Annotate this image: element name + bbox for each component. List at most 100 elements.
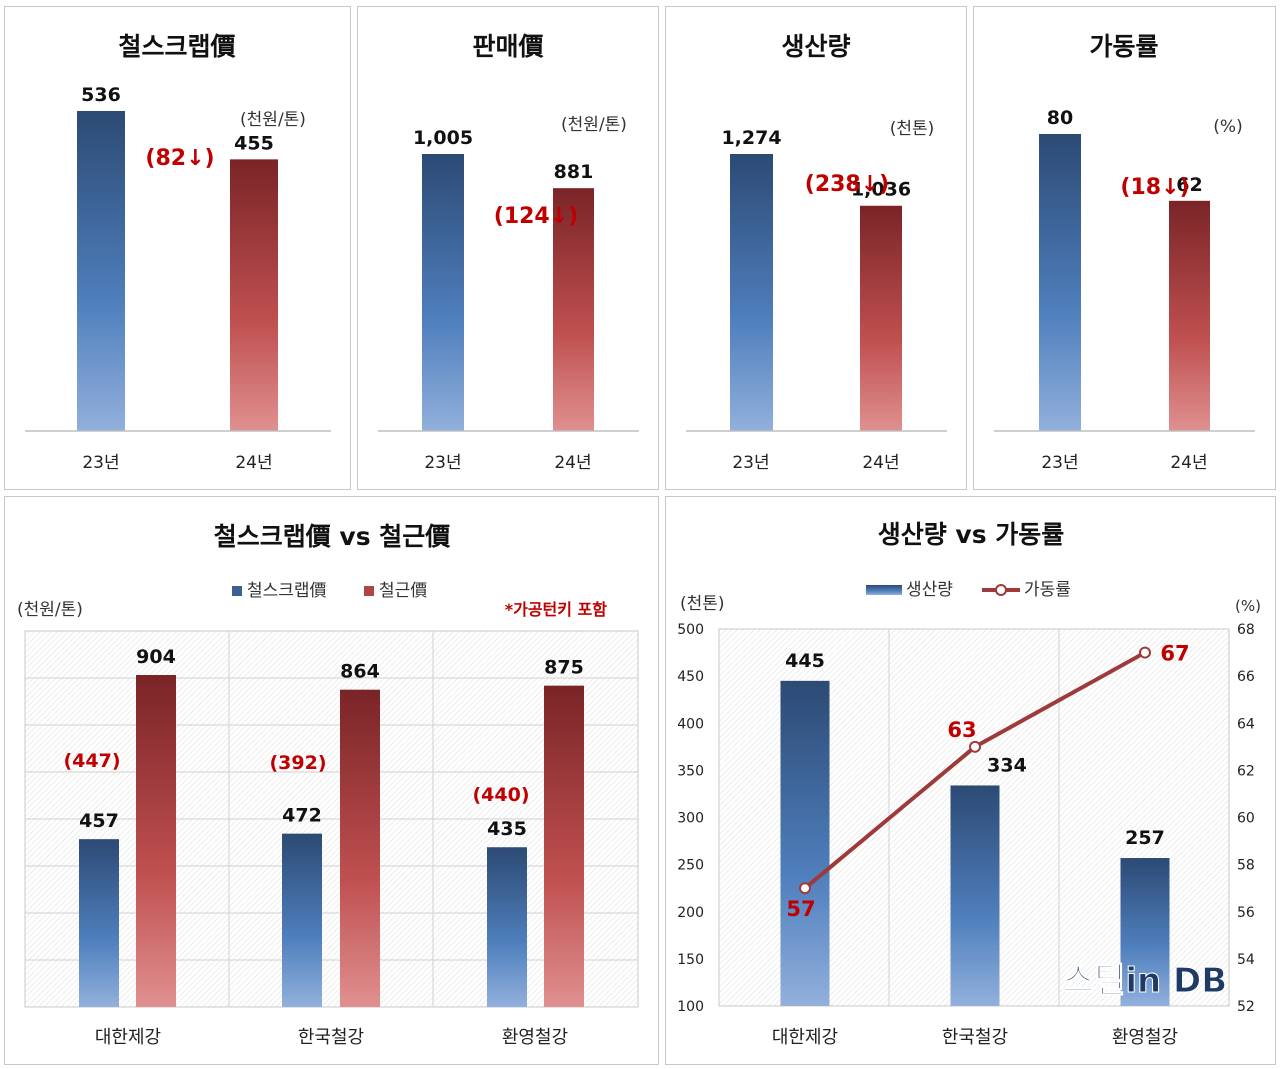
bar-value-label: 904 [136,646,176,668]
y2-tick-label: 66 [1237,669,1255,685]
category-label: 한국철강 [298,1027,364,1048]
y2-tick-label: 52 [1237,999,1255,1015]
bar-scrap-한국철강 [282,833,322,1007]
bar-production-대한제강 [780,680,830,1006]
change-label: (238↓) [805,172,889,197]
bar-rebar-대한제강 [136,675,176,1007]
diff-label: (392) [269,752,326,774]
chart-title: 철스크랩價 [118,32,236,61]
y-tick-label: 500 [677,622,704,638]
panel-utilization: 가동률 (%) 80 23년 62 24년 (18↓) [973,6,1276,490]
bar-value-label: 864 [340,661,380,683]
bar-rebar-한국철강 [340,689,380,1007]
category-label: 23년 [424,453,461,473]
y-axis-label: (천톤) [680,594,725,614]
chart-4: 철스크랩價 vs 철근價 철스크랩價 철근價 (천원/톤) *가공턴키 포함 457 904… [17,522,639,1048]
category-label: 23년 [1041,453,1078,473]
category-label: 한국철강 [942,1027,1008,1048]
y-tick-label: 150 [677,952,704,968]
bar-value-label: 445 [785,650,825,672]
bar-value-label: 257 [1125,827,1165,849]
chart-title: 가동률 [1089,32,1158,61]
category-label: 24년 [235,453,272,473]
bar-value-label: 62 [1176,174,1202,196]
chart-5: 생산량 vs 가동률 100 150 200 250 300 350 400 450 500 52 5… [677,520,1261,1048]
y2-tick-label: 62 [1237,763,1255,779]
watermark-logo: 스틸in DB [1063,961,1227,1001]
legend-swatch-rebar [364,586,374,596]
y-tick-label: 450 [677,669,704,685]
category-label: 23년 [82,453,119,473]
y2-tick-label: 54 [1237,952,1255,968]
category-label: 대한제강 [772,1027,838,1048]
unit-label: (천톤) [890,119,935,139]
y2-tick-label: 64 [1237,716,1255,732]
bar-24년 [1169,200,1210,431]
bar-value-label: 334 [987,754,1027,776]
legend-label: 철근價 [379,581,427,601]
y-tick-label: 200 [677,905,704,921]
chart-1: 판매價 (천원/톤) 1,005 23년 881 24년 (124↓) [378,32,639,473]
change-label: (82↓) [145,146,214,171]
category-label: 환영철강 [1112,1027,1178,1048]
legend-swatch-scrap [232,586,242,596]
utilization-value-label: 57 [786,897,815,921]
panel-scrap-vs-rebar: 철스크랩價 vs 철근價 철스크랩價 철근價 (천원/톤) *가공턴키 포함 457 904… [4,496,659,1065]
panel-production-vs-utilization: 생산량 vs 가동률 100 150 200 250 300 350 400 450 500 52 5… [665,496,1276,1065]
diff-label: (447) [63,750,120,772]
unit-label: (천원/톤) [240,110,306,130]
bar-scrap-환영철강 [487,847,527,1007]
bar-scrap-대한제강 [79,839,119,1007]
y-axis-label: (천원/톤) [17,600,83,620]
utilization-value-label: 67 [1160,642,1189,666]
bar-23년 [730,154,773,431]
chart-title: 생산량 vs 가동률 [878,520,1065,549]
bar-value-label: 1,274 [721,127,781,149]
y-tick-label: 250 [677,858,704,874]
category-label: 24년 [1170,453,1207,473]
unit-label: (%) [1213,117,1242,137]
y-tick-label: 350 [677,763,704,779]
bar-24년 [860,205,902,431]
category-label: 23년 [732,453,769,473]
note-label: *가공턴키 포함 [505,600,608,619]
legend-label: 철스크랩價 [247,581,327,601]
panel-scrap-price: 철스크랩價 (천원/톤) 536 23년 455 24년 (82↓) [4,6,351,490]
bar-23년 [77,111,125,431]
change-label: (18↓) [1120,175,1189,200]
bar-value-label: 875 [544,657,584,679]
panel-production: 생산량 (천톤) 1,274 23년 1,036 24년 (238↓) [665,6,967,490]
bar-value-label: 80 [1047,107,1073,129]
legend-swatch-production [866,585,902,595]
utilization-marker [799,882,811,895]
y2-tick-label: 56 [1237,905,1255,921]
bar-24년 [553,188,594,431]
bar-value-label: 435 [487,818,527,840]
bar-value-label: 457 [79,810,119,832]
bar-value-label: 1,005 [413,127,473,149]
chart-3: 가동률 (%) 80 23년 62 24년 (18↓) [994,32,1255,473]
bar-23년 [422,154,464,431]
category-label: 대한제강 [95,1027,161,1048]
bar-value-label: 881 [554,161,594,183]
utilization-marker [969,740,981,753]
y2-axis-label: (%) [1235,597,1261,615]
chart-title: 판매價 [472,32,544,61]
category-label: 24년 [554,453,591,473]
y-tick-label: 300 [677,811,704,827]
category-label: 24년 [862,453,899,473]
legend-label: 가동률 [1024,580,1071,600]
bar-value-label: 472 [282,805,322,827]
bar-rebar-환영철강 [544,685,584,1007]
bar-value-label: 536 [81,84,121,106]
y-tick-label: 100 [677,999,704,1015]
bar-production-한국철강 [950,785,1000,1006]
chart-title: 생산량 [781,32,850,61]
bar-23년 [1039,134,1081,431]
category-label: 환영철강 [502,1027,568,1048]
bar-value-label: 455 [234,132,274,154]
utilization-value-label: 63 [947,718,976,742]
chart-0: 철스크랩價 (천원/톤) 536 23년 455 24년 (82↓) [25,32,331,473]
bar-value-label: 1,036 [851,179,911,201]
bar-24년 [230,159,278,431]
